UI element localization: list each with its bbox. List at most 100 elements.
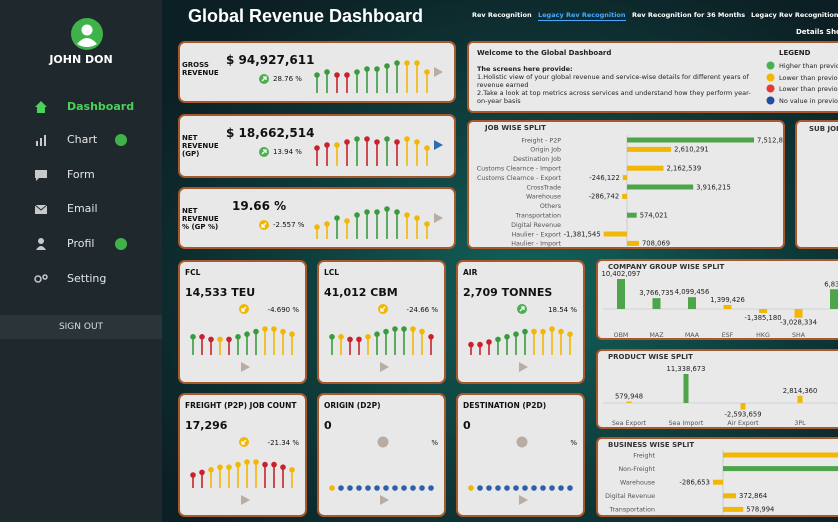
lollipop-head	[424, 145, 430, 151]
value-label: 3,916,215	[696, 183, 731, 191]
kpi-title: FCL	[185, 268, 201, 277]
lollipop	[383, 328, 389, 355]
value-label: 3,766,735	[639, 289, 674, 297]
value-label: -286,653	[679, 479, 710, 487]
menu-label[interactable]: Setting	[67, 272, 107, 285]
menu-icon	[36, 135, 46, 146]
lollipop	[334, 215, 340, 239]
details-toggle[interactable]: Details Show	[796, 28, 838, 36]
lollipop-head	[289, 331, 295, 337]
sparkline	[468, 485, 573, 491]
play-button	[379, 495, 389, 505]
lollipop	[374, 331, 380, 355]
menu-item[interactable]: Dashboard	[30, 97, 140, 117]
lollipop-head	[280, 328, 286, 335]
kpi-card: FCL 14,533 TEU -4.690 %	[178, 260, 307, 384]
sign-out[interactable]: SIGN OUT	[58, 322, 104, 332]
chart-panel: COMPANY GROUP WISE SPLIT OBM 10,402,097 MAZ…	[596, 259, 838, 340]
category-label: OBM	[614, 332, 629, 339]
lollipop-head	[384, 136, 390, 142]
value-label: -3,028,334	[780, 319, 817, 327]
kpi-value: 2,709 TONNES	[463, 286, 553, 299]
tab[interactable]: Legacy Rev Recognition	[538, 11, 626, 21]
lollipop-head	[567, 485, 573, 491]
tab[interactable]: Rev Recognition for 36 Months	[632, 11, 746, 19]
menu-item[interactable]: Form	[30, 165, 140, 185]
change-icon	[516, 436, 528, 448]
bar	[627, 240, 639, 246]
lollipop-head	[324, 221, 330, 227]
lollipop-head	[208, 467, 214, 473]
lollipop	[404, 60, 410, 93]
lollipop-head	[217, 464, 223, 470]
lollipop	[374, 209, 380, 239]
sign-out-band[interactable]: SIGN OUT	[0, 315, 162, 339]
menu-label[interactable]: Chart	[67, 133, 98, 146]
category-label: Freight - P2P	[521, 137, 561, 144]
category-label: Warehouse	[526, 194, 561, 201]
value-label: 1,399,426	[710, 296, 745, 304]
lollipop-head	[364, 209, 370, 215]
menu-icon	[35, 101, 47, 113]
category-label: Non-Freight	[618, 466, 655, 473]
menu-label[interactable]: Form	[67, 168, 95, 181]
lollipop	[354, 136, 360, 166]
lollipop-head	[364, 66, 370, 72]
lollipop-head	[314, 145, 320, 151]
lollipop-head	[334, 215, 340, 221]
lollipop-head	[428, 334, 434, 340]
status-dot	[115, 134, 127, 146]
lollipop	[338, 334, 344, 355]
lollipop	[383, 485, 389, 491]
icon-user-body	[36, 246, 46, 250]
kpi-change: -2.557 %	[273, 221, 305, 229]
lollipop-head	[338, 485, 344, 491]
lollipop	[324, 221, 330, 239]
lollipop	[347, 485, 353, 491]
lollipop-head	[262, 461, 268, 468]
lollipop-head	[424, 69, 430, 75]
chart: Sea Export 579,948 Sea Import 11,338,673 Air…	[603, 365, 838, 427]
lollipop	[344, 72, 350, 93]
lollipop	[262, 461, 268, 488]
category-label: MAA	[685, 332, 700, 339]
menu-label[interactable]: Dashboard	[67, 100, 135, 113]
lollipop	[199, 334, 205, 355]
sparkline	[329, 326, 434, 355]
play-button	[240, 495, 250, 505]
kpi-card: NET REVENUE % (GP %) 19.66 % -2.557 %	[178, 187, 456, 249]
menu-item[interactable]: Profil	[30, 234, 140, 254]
icon-gear	[34, 275, 42, 283]
tab[interactable]: Legacy Rev Recognition	[751, 11, 838, 19]
category-label: Haulier - Import	[511, 241, 561, 248]
kpi-title: GROSS REVENUE	[182, 61, 219, 77]
bar	[617, 279, 625, 309]
bar	[723, 452, 838, 458]
lollipop	[522, 485, 528, 491]
kpi-title: NET REVENUE % (GP %)	[182, 207, 219, 231]
menu-item[interactable]: Chart	[30, 130, 140, 150]
lollipop	[262, 326, 268, 355]
lollipop	[549, 326, 555, 355]
avatar	[71, 18, 103, 50]
lollipop	[226, 464, 232, 488]
lollipop-head	[235, 461, 241, 468]
menu-item[interactable]: Email	[30, 199, 140, 219]
legend-label: No value in previous	[779, 96, 838, 105]
menu-label[interactable]: Email	[67, 202, 98, 215]
sparkline	[314, 60, 430, 93]
bar	[626, 401, 632, 403]
change-arrow	[241, 306, 247, 312]
lollipop-head	[190, 472, 196, 478]
lollipop-head	[384, 63, 390, 69]
kpi-card: ORIGIN (D2P) 0%	[317, 393, 446, 517]
value-label: 574,021	[640, 212, 668, 220]
menu-item[interactable]: Setting	[30, 269, 140, 289]
menu-icon	[34, 204, 48, 214]
tab[interactable]: Rev Recognition	[472, 11, 532, 19]
play-button	[518, 495, 528, 505]
lollipop-head	[540, 328, 546, 335]
menu-label[interactable]: Profil	[67, 237, 95, 250]
lollipop	[414, 60, 420, 93]
lollipop	[531, 485, 537, 491]
